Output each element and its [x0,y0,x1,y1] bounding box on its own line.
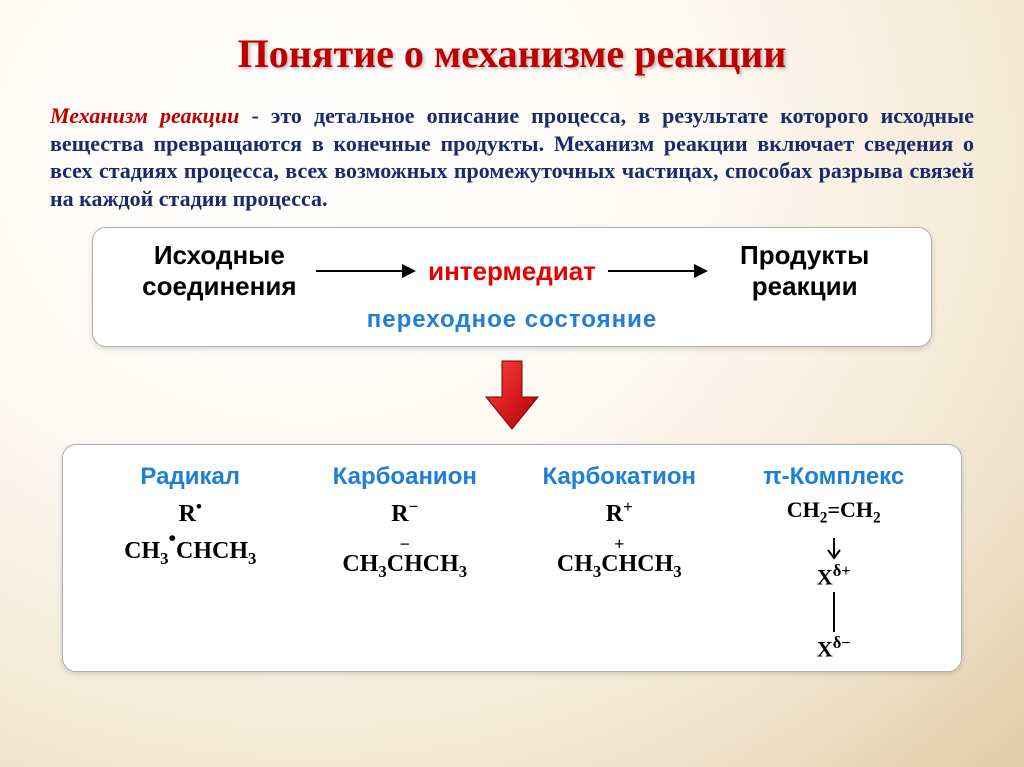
scheme1-right-bottom: реакции [708,271,901,302]
scheme1-row1: Исходные соединения интермедиат Продукты… [123,240,901,302]
scheme1-right-top: Продукты [708,240,901,271]
scheme1-left-bottom: соединения [123,271,316,302]
scheme-box-1: Исходные соединения интермедиат Продукты… [92,227,932,347]
definition-dash: - [239,103,270,128]
definition-paragraph: Механизм реакции - это детальное описани… [0,77,1024,227]
scheme1-right: Продукты реакции [708,240,901,302]
label-carbocation: Карбокатион [512,463,727,491]
formula-cation-example: + CH3CHCH3 [512,538,727,661]
pi-down-arrow-icon [824,538,844,562]
label-radical: Радикал [83,463,298,491]
generic-formula-row: R• R− R+ CH2=CH2 [83,497,941,528]
scheme1-left: Исходные соединения [123,240,316,302]
formula-radical-example: CH3•CHCH3 [83,538,298,661]
down-arrow-icon [482,359,542,436]
scheme1-transition: переходное состояние [123,306,901,334]
label-carbanion: Карбоанион [298,463,513,491]
formula-pi-complex: Xδ+ Xδ− [727,538,942,661]
formula-R-anion: R− [298,497,513,528]
scheme-box-2: Радикал Карбоанион Карбокатион π-Комплек… [62,444,962,672]
arrow-icon [608,261,708,281]
arrow-icon [316,261,416,281]
diagram-area: Исходные соединения интермедиат Продукты… [0,227,1024,672]
example-formula-row: CH3•CHCH3 − CH3CHCH3 + CH3CHCH3 Xδ+ Xδ− [83,538,941,661]
species-row: Радикал Карбоанион Карбокатион π-Комплек… [83,463,941,491]
label-picomplex: π-Комплекс [727,463,942,491]
page-title: Понятие о механизме реакции [0,0,1024,77]
formula-R-cation: R+ [512,497,727,528]
scheme1-left-top: Исходные [123,240,316,271]
definition-term: Механизм реакции [50,103,239,128]
scheme1-middle: интермедиат [416,256,609,287]
formula-R-radical: R• [83,497,298,528]
formula-pi-top: CH2=CH2 [727,497,942,528]
formula-anion-example: − CH3CHCH3 [298,538,513,661]
